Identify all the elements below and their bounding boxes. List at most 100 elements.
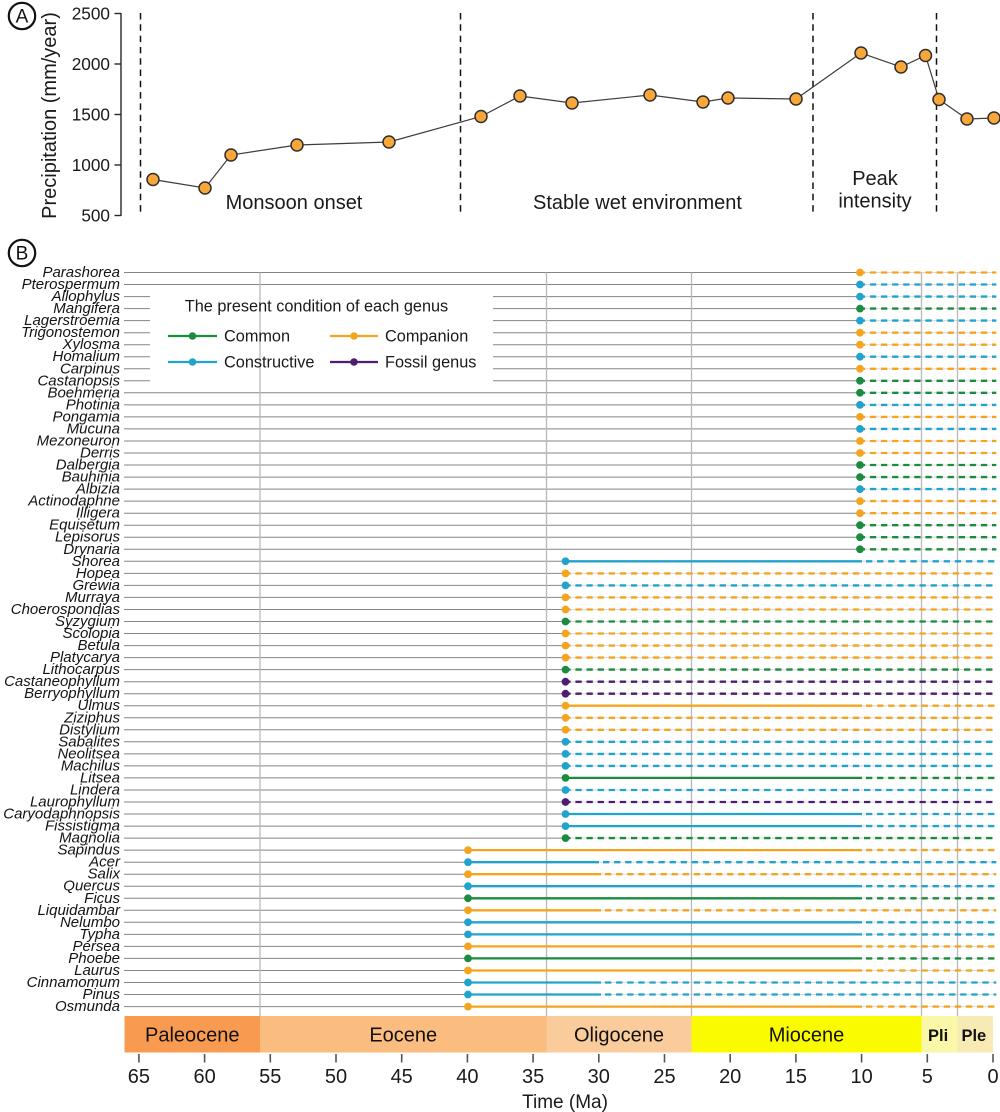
svg-text:Equisetum: Equisetum [49,517,120,534]
svg-text:Mezoneuron: Mezoneuron [37,433,120,450]
svg-text:Eocene: Eocene [369,1025,437,1047]
svg-text:Berryophyllum: Berryophyllum [24,685,120,702]
svg-text:40: 40 [456,1066,478,1088]
svg-text:Caryodaphnopsis: Caryodaphnopsis [3,806,120,823]
svg-text:Sapindus: Sapindus [57,842,120,859]
svg-text:Lindera: Lindera [70,782,120,799]
svg-text:35: 35 [522,1066,544,1088]
svg-text:Litsea: Litsea [80,769,120,786]
svg-text:10: 10 [850,1066,872,1088]
svg-text:Grewia: Grewia [72,577,120,594]
svg-text:Scolopia: Scolopia [62,625,120,642]
svg-text:Ficus: Ficus [84,890,120,907]
svg-text:Distylium: Distylium [59,721,120,738]
svg-text:500: 500 [81,206,110,226]
svg-text:Fissistigma: Fissistigma [45,818,120,835]
svg-text:Trigonostemon: Trigonostemon [21,324,120,341]
svg-text:Time (Ma): Time (Ma) [522,1092,608,1112]
svg-text:Pli: Pli [928,1027,948,1045]
svg-text:Ulmus: Ulmus [77,697,120,714]
svg-text:Dalbergia: Dalbergia [56,457,120,474]
svg-text:Common: Common [224,328,290,346]
svg-text:50: 50 [325,1066,347,1088]
svg-text:Acer: Acer [88,854,121,871]
svg-text:Typha: Typha [79,926,120,943]
svg-text:Peak: Peak [852,168,899,190]
svg-text:Salix: Salix [87,866,120,883]
svg-text:Laurophyllum: Laurophyllum [30,794,120,811]
svg-text:45: 45 [391,1066,413,1088]
svg-text:Carpinus: Carpinus [60,360,121,377]
svg-text:15: 15 [785,1066,807,1088]
svg-text:Oligocene: Oligocene [574,1025,664,1047]
svg-text:Cinnamomum: Cinnamomum [27,974,120,991]
svg-text:Neolitsea: Neolitsea [57,745,120,762]
svg-text:Castanopsis: Castanopsis [37,372,120,389]
svg-text:Sabalites: Sabalites [58,733,120,750]
svg-text:Nelumbo: Nelumbo [60,914,120,931]
svg-text:5: 5 [922,1066,933,1088]
svg-text:Parashorea: Parashorea [42,264,120,281]
svg-text:Derris: Derris [80,445,120,462]
svg-text:The present condition of each: The present condition of each genus [185,298,448,316]
svg-text:Castaneophyllum: Castaneophyllum [4,673,120,690]
svg-text:55: 55 [259,1066,281,1088]
svg-text:Photinia: Photinia [66,396,120,413]
svg-text:intensity: intensity [838,191,911,213]
svg-text:Actinodaphne: Actinodaphne [27,493,120,510]
svg-text:Pongamia: Pongamia [52,408,120,425]
svg-text:Precipitation (mm/year): Precipitation (mm/year) [39,12,61,219]
svg-text:30: 30 [588,1066,610,1088]
svg-text:Homalium: Homalium [52,348,120,365]
svg-text:Pinus: Pinus [82,986,120,1003]
svg-text:65: 65 [128,1066,150,1088]
svg-text:Laurus: Laurus [74,962,120,979]
svg-text:Xylosma: Xylosma [61,336,120,353]
svg-text:Ziziphus: Ziziphus [63,709,120,726]
svg-text:Betula: Betula [77,637,120,654]
svg-text:Miocene: Miocene [769,1025,845,1047]
svg-text:Syzygium: Syzygium [55,613,120,630]
svg-text:Liquidambar: Liquidambar [37,902,121,919]
svg-text:Magnolia: Magnolia [59,830,120,847]
svg-text:Stable wet environment: Stable wet environment [533,192,742,214]
svg-text:0: 0 [987,1066,998,1088]
svg-text:Machilus: Machilus [61,757,121,774]
svg-text:Mangifera: Mangifera [53,300,120,317]
svg-text:Illigera: Illigera [76,505,120,522]
svg-text:Murraya: Murraya [65,589,120,606]
svg-text:Pterospermum: Pterospermum [22,276,120,293]
svg-text:Hopea: Hopea [76,565,120,582]
svg-text:Monsoon onset: Monsoon onset [226,192,363,214]
svg-text:Lepisorus: Lepisorus [55,529,121,546]
svg-text:Mucuna: Mucuna [67,420,120,437]
svg-text:1500: 1500 [72,105,110,125]
svg-text:B: B [16,243,29,264]
svg-text:Ple: Ple [961,1027,986,1045]
svg-text:A: A [16,6,29,27]
svg-text:60: 60 [193,1066,215,1088]
svg-text:Drynaria: Drynaria [63,541,120,558]
svg-text:25: 25 [653,1066,675,1088]
svg-text:Lagerstroemia: Lagerstroemia [24,312,120,329]
svg-text:Companion: Companion [385,328,468,346]
svg-text:1000: 1000 [72,155,110,175]
svg-text:Choerospondias: Choerospondias [11,601,121,618]
svg-text:Persea: Persea [72,938,120,955]
svg-text:Fossil genus: Fossil genus [385,354,476,372]
svg-text:Osmunda: Osmunda [55,998,120,1015]
svg-text:Bauhinia: Bauhinia [62,469,120,486]
svg-text:Shorea: Shorea [72,553,120,570]
svg-text:Platycarya: Platycarya [50,649,120,666]
svg-text:Constructive: Constructive [224,354,315,372]
svg-text:Paleocene: Paleocene [145,1025,240,1047]
svg-text:Phoebe: Phoebe [68,950,120,967]
svg-text:Lithocarpus: Lithocarpus [42,661,120,678]
svg-text:Quercus: Quercus [63,878,120,895]
svg-text:2000: 2000 [72,54,110,74]
svg-text:Boehmeria: Boehmeria [47,384,120,401]
svg-text:Albizia: Albizia [75,481,120,498]
svg-text:20: 20 [719,1066,741,1088]
svg-text:Allophylus: Allophylus [51,288,121,305]
svg-text:2500: 2500 [72,4,110,24]
